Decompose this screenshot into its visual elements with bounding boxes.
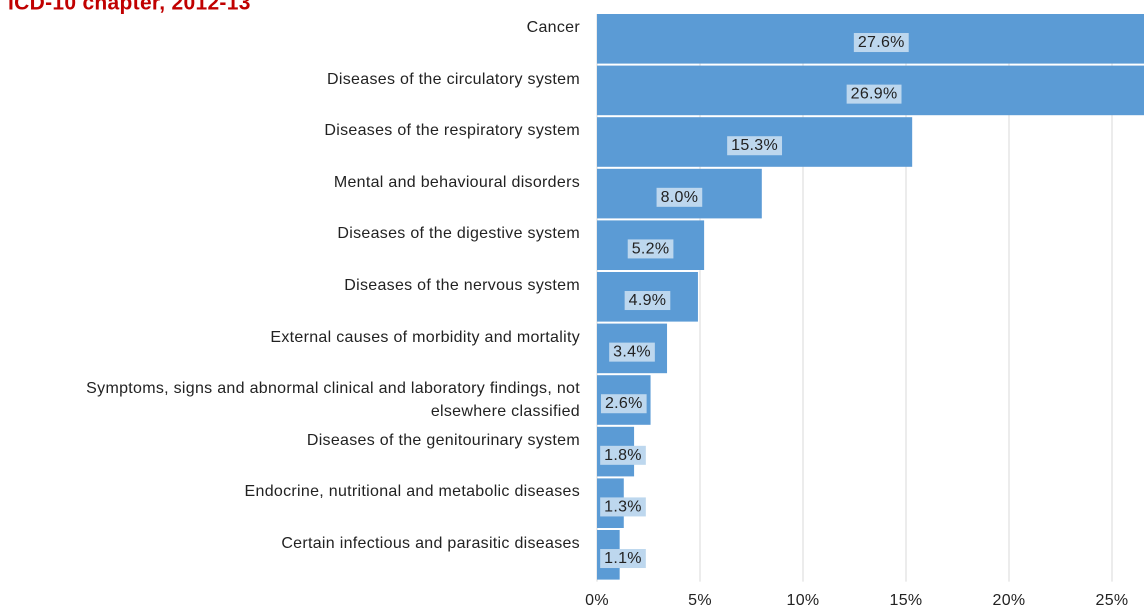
value-label: 1.1% [604, 550, 642, 567]
category-label: Cancer [526, 19, 580, 36]
value-label: 4.9% [629, 292, 667, 309]
category-label: Diseases of the respiratory system [324, 122, 580, 140]
category-label: Certain infectious and parasitic disease… [281, 535, 580, 552]
value-label: 8.0% [661, 189, 699, 206]
value-label-box [624, 291, 671, 311]
category-label: Diseases of the nervous system [344, 277, 580, 294]
x-tick-label: 25% [1096, 592, 1129, 607]
value-label-box [600, 394, 647, 414]
x-tick-label: 10% [787, 592, 820, 607]
x-tick-label: 15% [890, 592, 923, 607]
value-label-box [727, 136, 783, 156]
value-label-box [609, 342, 655, 362]
x-tick-label: 20% [993, 592, 1026, 607]
category-label: Mental and behavioural disorders [333, 173, 580, 191]
value-label: 2.6% [605, 395, 643, 412]
value-label-box [600, 445, 646, 465]
value-label-box [600, 549, 646, 569]
category-label: Diseases of the genitourinary system [306, 431, 580, 449]
value-label: 1.3% [604, 498, 642, 515]
value-label-box [656, 187, 703, 207]
category-label: Diseases of the digestive system [337, 225, 580, 243]
value-label-box [600, 497, 646, 517]
value-label: 27.6% [858, 34, 905, 51]
value-label: 15.3% [731, 137, 778, 154]
chart-title: ICD-10 chapter, 2012-13 [8, 0, 251, 15]
value-label: 5.2% [632, 240, 670, 257]
x-tick-label: 0% [585, 592, 609, 607]
value-label-box [627, 239, 674, 259]
value-label: 1.8% [604, 447, 642, 464]
value-label: 3.4% [613, 344, 651, 361]
category-label: External causes of morbidity and mortali… [270, 328, 580, 346]
value-label: 26.9% [851, 86, 898, 103]
category-label: Diseases of the circulatory system [327, 70, 580, 88]
category-label: Symptoms, signs and abnormal clinical an… [86, 380, 580, 421]
category-label: Endocrine, nutritional and metabolic dis… [244, 483, 580, 501]
x-tick-label: 5% [688, 592, 712, 607]
value-label-box [846, 84, 902, 104]
value-label-box [853, 33, 909, 53]
